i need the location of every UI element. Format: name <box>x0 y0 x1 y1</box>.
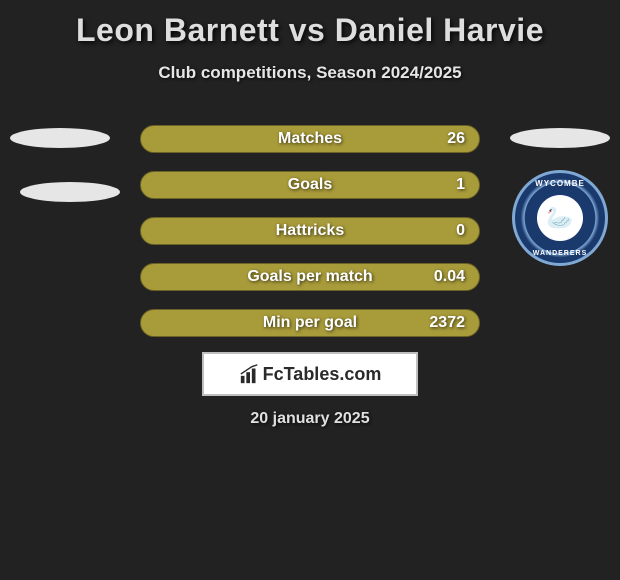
stat-label: Goals <box>141 176 479 194</box>
stat-bar-matches: Matches 26 <box>140 125 480 153</box>
club-badge-inner: 🦢 <box>537 195 583 241</box>
stat-bar-goals: Goals 1 <box>140 171 480 199</box>
stat-bar-goals-per-match: Goals per match 0.04 <box>140 263 480 291</box>
player-ellipse-left-1 <box>10 128 110 148</box>
stat-bar-hattricks: Hattricks 0 <box>140 217 480 245</box>
source-logo-text: FcTables.com <box>263 364 382 385</box>
stat-label: Goals per match <box>141 268 479 286</box>
club-badge-top-text: WYCOMBE <box>515 179 605 188</box>
stat-value: 0.04 <box>434 268 465 286</box>
stat-label: Matches <box>141 130 479 148</box>
snapshot-date: 20 january 2025 <box>0 410 620 428</box>
bar-chart-icon <box>239 363 261 385</box>
stat-bars: Matches 26 Goals 1 Hattricks 0 Goals per… <box>140 125 480 355</box>
stat-value: 0 <box>456 222 465 240</box>
player-ellipse-right-1 <box>510 128 610 148</box>
source-logo-box: FcTables.com <box>202 352 418 396</box>
stat-bar-min-per-goal: Min per goal 2372 <box>140 309 480 337</box>
club-badge: WYCOMBE 🦢 WANDERERS <box>512 170 608 266</box>
stat-value: 2372 <box>429 314 465 332</box>
comparison-title: Leon Barnett vs Daniel Harvie <box>0 0 620 49</box>
player-ellipse-left-2 <box>20 182 120 202</box>
comparison-subtitle: Club competitions, Season 2024/2025 <box>0 63 620 83</box>
club-badge-bottom-text: WANDERERS <box>515 250 605 257</box>
stat-value: 1 <box>456 176 465 194</box>
stat-value: 26 <box>447 130 465 148</box>
source-logo: FcTables.com <box>239 363 382 385</box>
stat-label: Hattricks <box>141 222 479 240</box>
swan-icon: 🦢 <box>546 205 573 231</box>
